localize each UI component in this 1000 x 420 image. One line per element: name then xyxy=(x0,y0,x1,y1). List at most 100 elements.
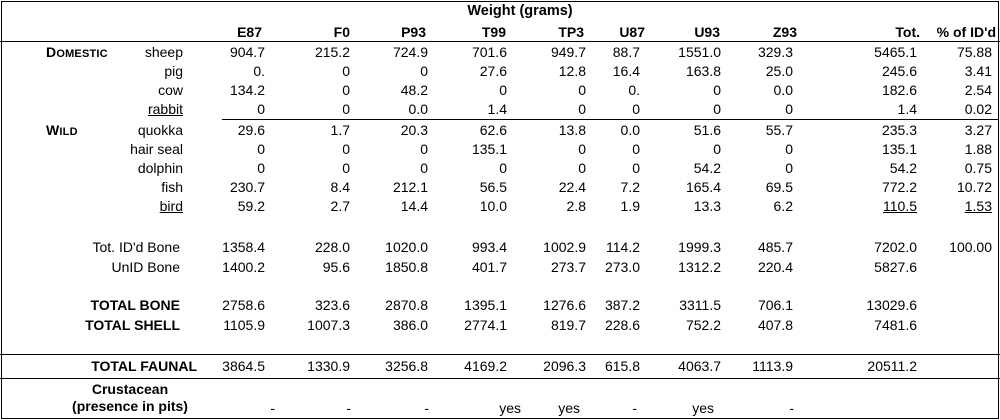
cell: 165.4 xyxy=(685,179,721,195)
table-row-unid-bone: UnID Bone 1400.2 95.6 1850.8 401.7 273.7… xyxy=(0,258,1000,277)
cell: 949.7 xyxy=(550,44,586,60)
cell: 401.7 xyxy=(471,259,507,275)
cell: 100.00 xyxy=(949,239,992,255)
cell: 0 xyxy=(578,160,586,176)
cell: 1113.9 xyxy=(752,358,793,374)
cell: 5465.1 xyxy=(874,44,917,60)
cell: 1400.2 xyxy=(222,259,265,275)
header-rule xyxy=(0,41,1000,42)
cell: 0 xyxy=(713,101,721,117)
cell: 0 xyxy=(785,101,793,117)
cell: 54.2 xyxy=(889,160,917,176)
table-row-hair-seal: hair seal 0 0 0 135.1 0 0 0 0 135.1 1.88 xyxy=(0,140,1000,159)
cell: 904.7 xyxy=(229,44,265,60)
cell: 1002.9 xyxy=(543,239,586,255)
cell: 1276.6 xyxy=(543,297,586,313)
cell: 7202.0 xyxy=(874,239,917,255)
cell: 134.2 xyxy=(229,82,265,98)
cell: - xyxy=(789,400,794,416)
table-row-cow: cow 134.2 0 48.2 0 0 0. 0 0.0 182.6 2.54 xyxy=(0,81,1000,100)
table-row-total-faunal: TOTAL FAUNAL 3864.5 1330.9 3256.8 4169.2… xyxy=(0,357,1000,376)
cell: 1312.2 xyxy=(678,259,721,275)
cell: 323.6 xyxy=(314,297,350,313)
col-header-tp3: TP3 xyxy=(558,24,584,40)
cell: 62.6 xyxy=(479,122,507,138)
row-label: Tot. ID'd Bone xyxy=(92,239,181,255)
cell: 0 xyxy=(257,101,265,117)
table-row-pig: pig 0. 0 0 27.6 12.8 16.4 163.8 25.0 245… xyxy=(0,62,1000,81)
cell: 0. xyxy=(253,63,265,79)
cell: - xyxy=(424,400,429,416)
table-row-bird: bird 59.2 2.7 14.4 10.0 2.8 1.9 13.3 6.2… xyxy=(0,197,1000,216)
cell: 3.27 xyxy=(964,122,992,138)
cell: 0 xyxy=(420,160,428,176)
cell: 1020.0 xyxy=(385,239,428,255)
cell: 20511.2 xyxy=(867,358,917,374)
cell: 0 xyxy=(713,82,721,98)
cell: 1007.3 xyxy=(307,317,350,333)
cell: 706.1 xyxy=(757,297,793,313)
cell: 0. xyxy=(628,82,640,98)
cell: 1395.1 xyxy=(464,297,507,313)
table-row-total-shell: TOTAL SHELL 1105.9 1007.3 386.0 2774.1 8… xyxy=(0,316,1000,335)
table-row-total-bone: TOTAL BONE 2758.6 323.6 2870.8 1395.1 12… xyxy=(0,296,1000,315)
cell: 0 xyxy=(578,82,586,98)
cell: 1.4 xyxy=(487,101,507,117)
table-title: Weight (grams) xyxy=(467,3,573,19)
cell: 0 xyxy=(342,101,350,117)
row-label: UnID Bone xyxy=(111,259,180,275)
cell: 1.9 xyxy=(620,198,640,214)
cell: 772.2 xyxy=(881,179,917,195)
cell: 228.0 xyxy=(314,239,350,255)
row-label: hair seal xyxy=(130,141,183,157)
cell: 0 xyxy=(785,141,793,157)
cell: yes xyxy=(499,400,521,416)
cell: 220.4 xyxy=(757,259,793,275)
cell: 701.6 xyxy=(471,44,507,60)
col-header-t99: T99 xyxy=(481,24,506,40)
cell: 0 xyxy=(420,63,428,79)
cell: 135.1 xyxy=(881,141,917,157)
cell: 2.8 xyxy=(566,198,586,214)
total-faunal-rule-bottom xyxy=(0,378,1000,379)
cell: 407.8 xyxy=(757,317,793,333)
cell: 0.0 xyxy=(773,82,793,98)
col-header-z93: Z93 xyxy=(772,24,797,40)
cell: 2.7 xyxy=(330,198,350,214)
table-row-quokka: WILD quokka 29.6 1.7 20.3 62.6 13.8 0.0 … xyxy=(0,121,1000,140)
cell: 485.7 xyxy=(757,239,793,255)
col-header-f0: F0 xyxy=(333,24,350,40)
cell: 245.6 xyxy=(881,63,917,79)
cell: 993.4 xyxy=(471,239,507,255)
col-header-tot: Tot. xyxy=(895,24,920,40)
col-header-pct-idd: % of ID'd xyxy=(936,24,996,40)
row-label: quokka xyxy=(137,122,183,138)
cell: 1330.9 xyxy=(307,358,350,374)
cell: 0 xyxy=(578,141,586,157)
cell: 2096.3 xyxy=(543,358,586,374)
cell: 6.2 xyxy=(773,198,793,214)
cell: 819.7 xyxy=(550,317,586,333)
cell: 3864.5 xyxy=(222,358,265,374)
cell: 7.2 xyxy=(620,179,640,195)
cell: 135.1 xyxy=(471,141,507,157)
row-label: TOTAL BONE xyxy=(90,297,180,313)
cell: 48.2 xyxy=(400,82,428,98)
cell: 54.2 xyxy=(693,160,721,176)
cell: 0 xyxy=(713,141,721,157)
cell: 55.7 xyxy=(765,122,793,138)
row-label: pig xyxy=(164,63,183,79)
row-label: TOTAL SHELL xyxy=(85,317,180,333)
cell: 2.54 xyxy=(964,82,992,98)
cell: 0 xyxy=(499,82,507,98)
cell: 1.7 xyxy=(330,122,350,138)
cell: 1.4 xyxy=(897,101,917,117)
group-label-wild: WILD xyxy=(46,122,78,138)
cell: 69.5 xyxy=(765,179,793,195)
column-header-row: E87 F0 P93 T99 TP3 U87 U93 Z93 Tot. % of… xyxy=(0,22,1000,42)
cell: 4169.2 xyxy=(464,358,507,374)
cell: yes xyxy=(692,400,714,416)
cell: yes xyxy=(558,400,580,416)
cell: 1.53 xyxy=(964,198,992,214)
